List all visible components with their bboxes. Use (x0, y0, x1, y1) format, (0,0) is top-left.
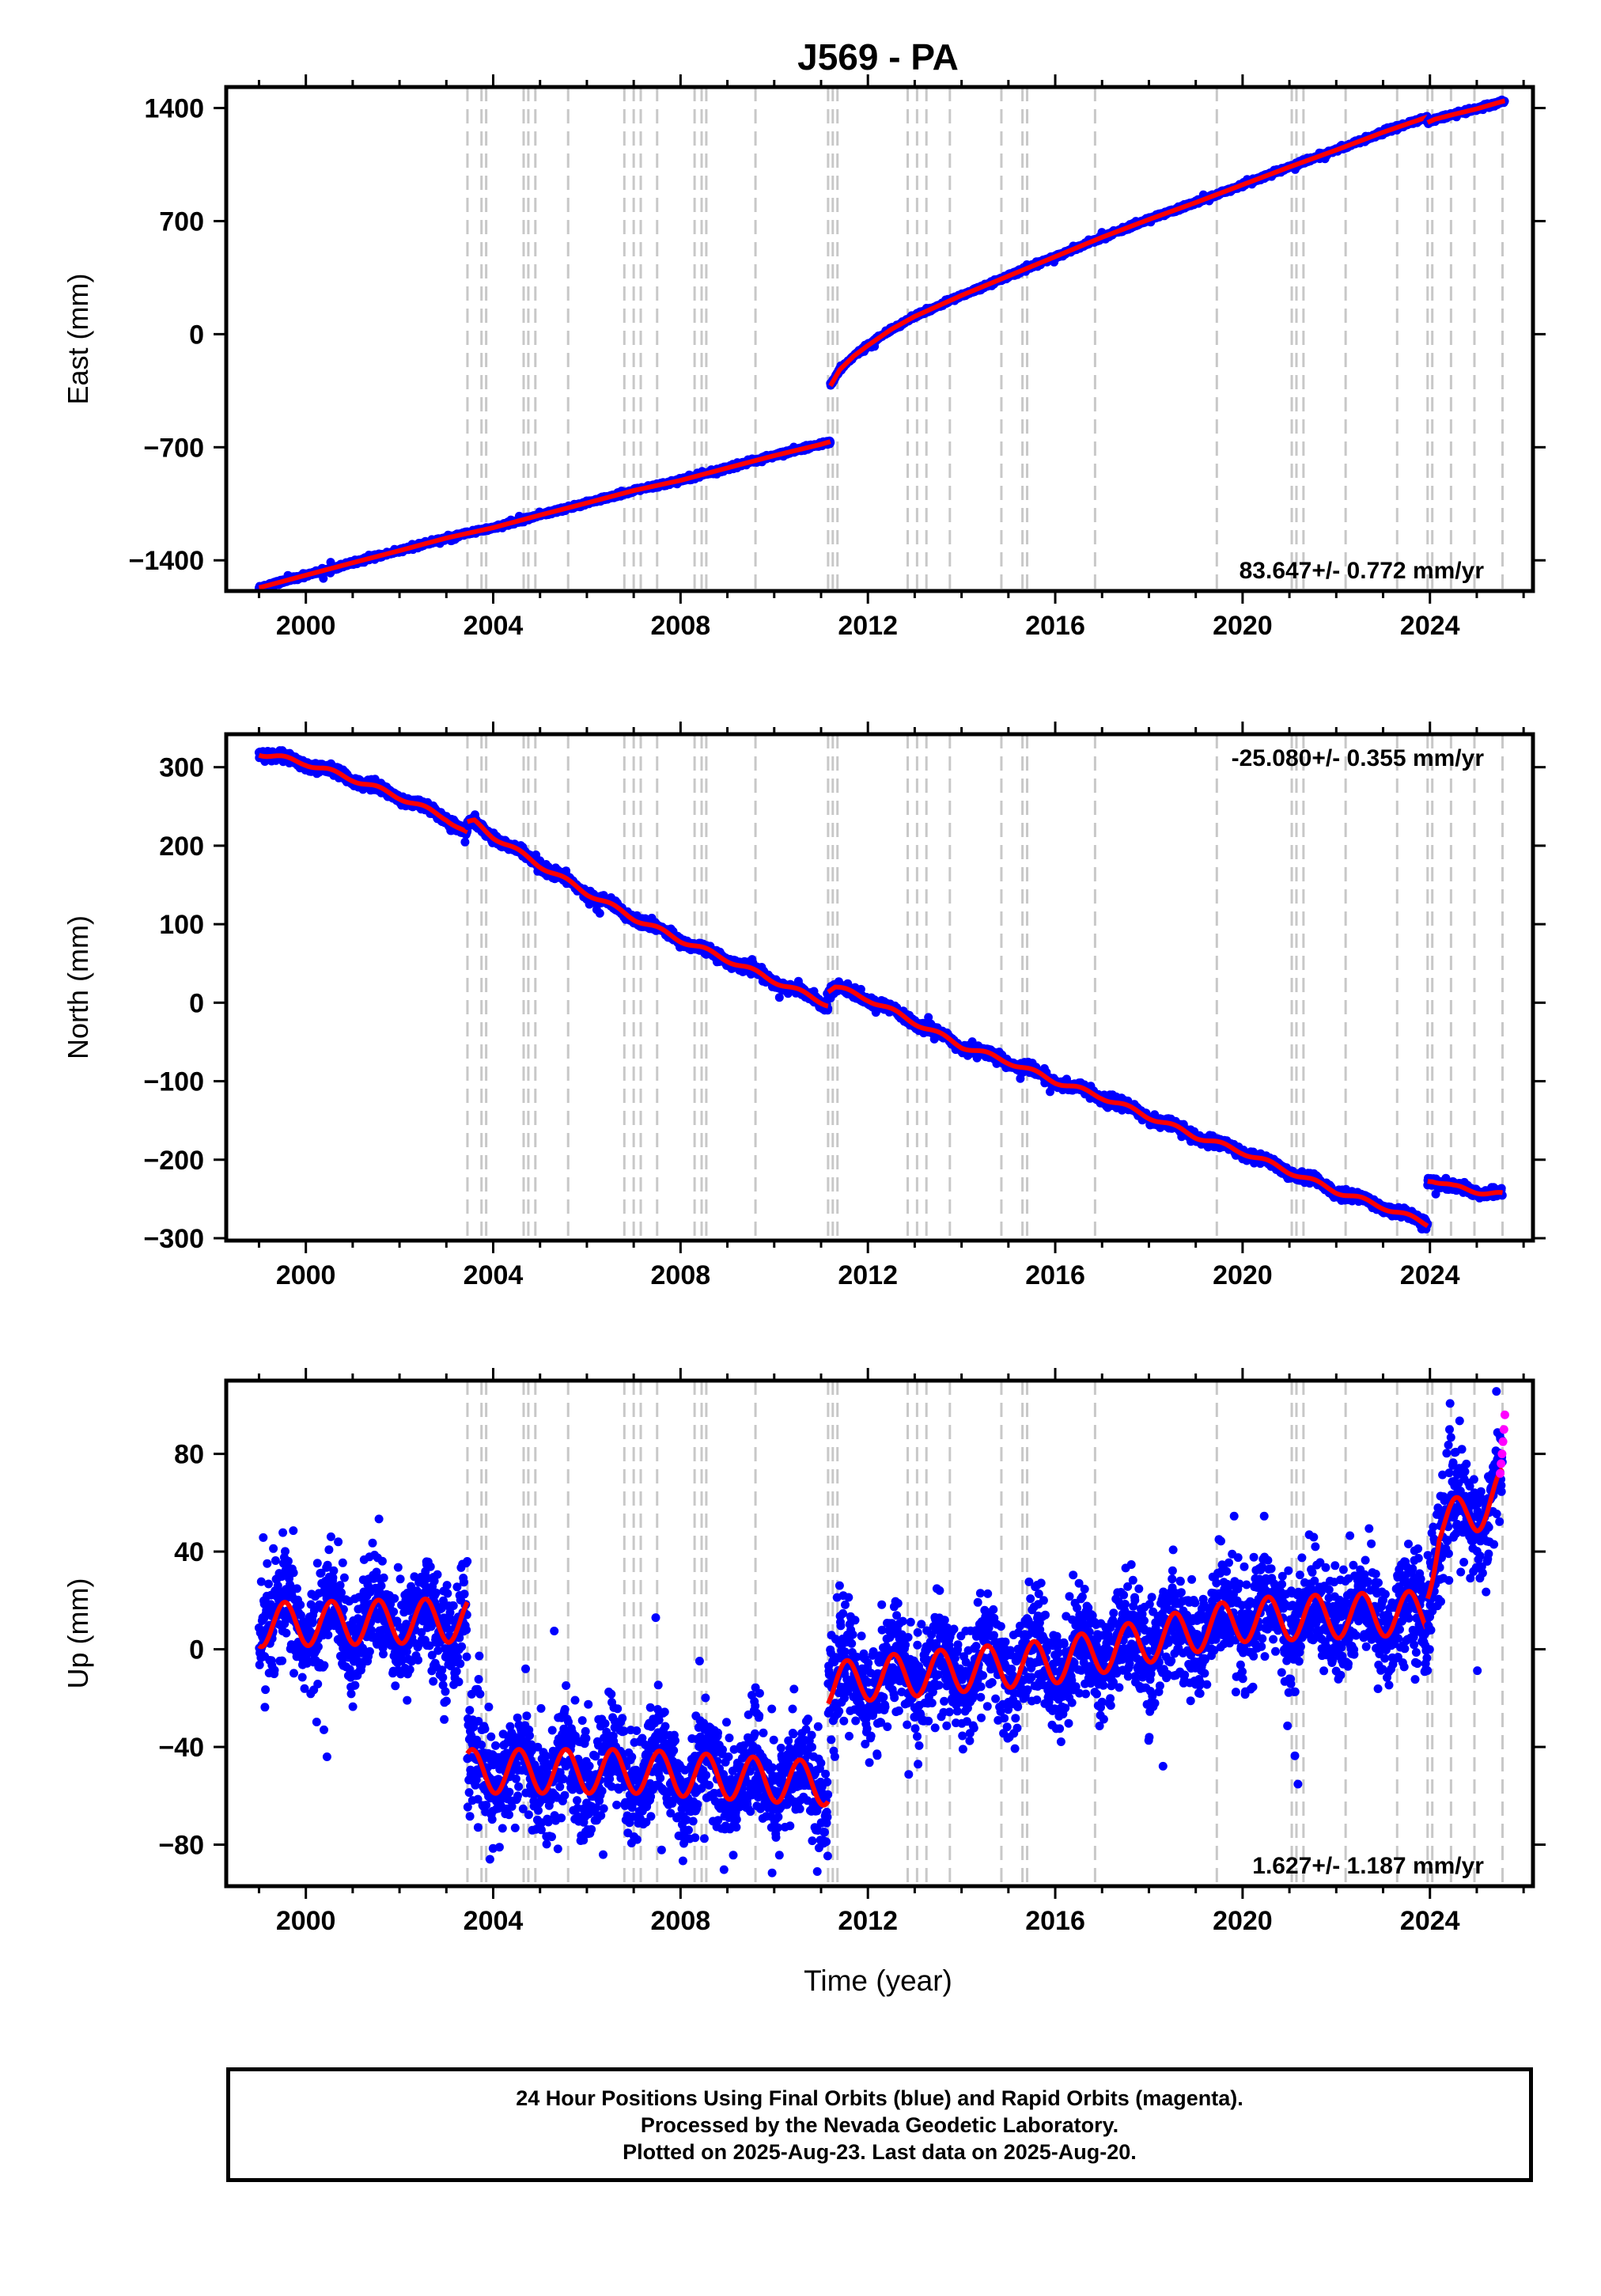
east-model-curve (1425, 98, 1507, 125)
east-y-tick-label: 1400 (144, 94, 204, 124)
east-model-curve (828, 114, 1430, 388)
east-x-tick-label: 2020 (1213, 611, 1273, 641)
east-y-tick-label: −1400 (129, 546, 205, 576)
east-y-tick-label: 0 (189, 320, 204, 350)
east-x-tick-label: 2008 (651, 611, 711, 641)
panel-north: 2000 2004 2008 2012 2016 2020 2024−300−200−100… (62, 722, 1546, 1290)
north-plot-area (254, 734, 1507, 1241)
north-segment-0-points (254, 746, 472, 847)
east-x-tick-label: 2024 (1400, 611, 1460, 641)
chart-title: J569 - PA (797, 36, 959, 78)
east-y-tick-label: −700 (143, 433, 204, 463)
east-plot-area (254, 87, 1509, 591)
east-x-tick-label: 2016 (1025, 611, 1085, 641)
east-rate-label: 83.647+/- 0.772 mm/yr (1240, 558, 1485, 584)
panel-east: 2000 2004 2008 2012 2016 2020 2024 −1400 −700 0 70… (62, 74, 1546, 641)
east-x-tick-label: 2004 (464, 611, 524, 641)
east-x-tick-label: 2000 (276, 611, 336, 641)
east-model-curve (257, 439, 833, 590)
east-data-point (319, 574, 328, 583)
east-y-axis-title: East (mm) (62, 274, 94, 405)
east-x-tick-label: 2012 (838, 611, 898, 641)
east-y-tick-label: 700 (159, 206, 204, 237)
